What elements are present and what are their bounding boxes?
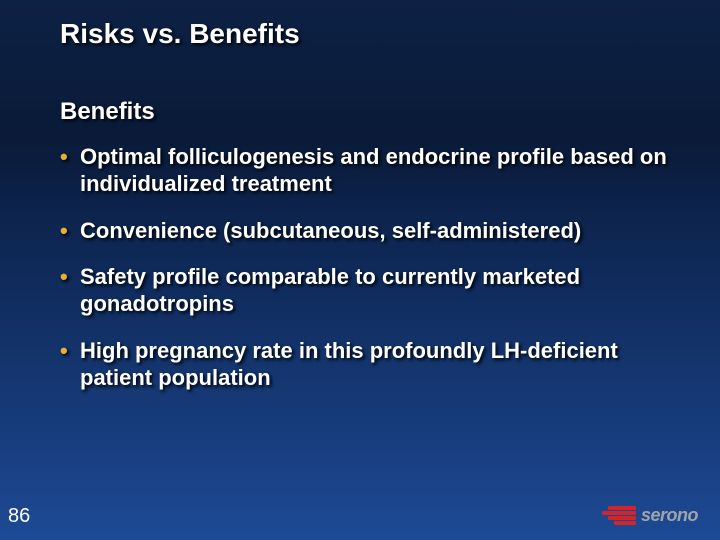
bullet-text: Optimal folliculogenesis and endocrine p… bbox=[80, 144, 667, 196]
bullet-icon: • bbox=[60, 218, 68, 245]
slide-number: 86 bbox=[8, 505, 30, 528]
bullet-icon: • bbox=[60, 144, 68, 171]
bullet-text: High pregnancy rate in this profoundly L… bbox=[80, 338, 618, 390]
list-item: • Convenience (subcutaneous, self-admini… bbox=[60, 218, 670, 245]
bullet-text: Safety profile comparable to currently m… bbox=[80, 264, 580, 316]
list-item: • Optimal folliculogenesis and endocrine… bbox=[60, 144, 670, 198]
logo-text: serono bbox=[641, 505, 698, 526]
slide-title: Risks vs. Benefits bbox=[60, 18, 670, 50]
bullet-list: • Optimal folliculogenesis and endocrine… bbox=[60, 144, 670, 392]
list-item: • High pregnancy rate in this profoundly… bbox=[60, 338, 670, 392]
logo-stripes-icon bbox=[608, 506, 636, 525]
bullet-icon: • bbox=[60, 338, 68, 365]
bullet-icon: • bbox=[60, 264, 68, 291]
slide-subtitle: Benefits bbox=[60, 98, 670, 126]
list-item: • Safety profile comparable to currently… bbox=[60, 264, 670, 318]
bullet-text: Convenience (subcutaneous, self-administ… bbox=[80, 218, 581, 243]
slide-content: Risks vs. Benefits Benefits • Optimal fo… bbox=[0, 0, 720, 392]
brand-logo: serono bbox=[608, 505, 698, 526]
